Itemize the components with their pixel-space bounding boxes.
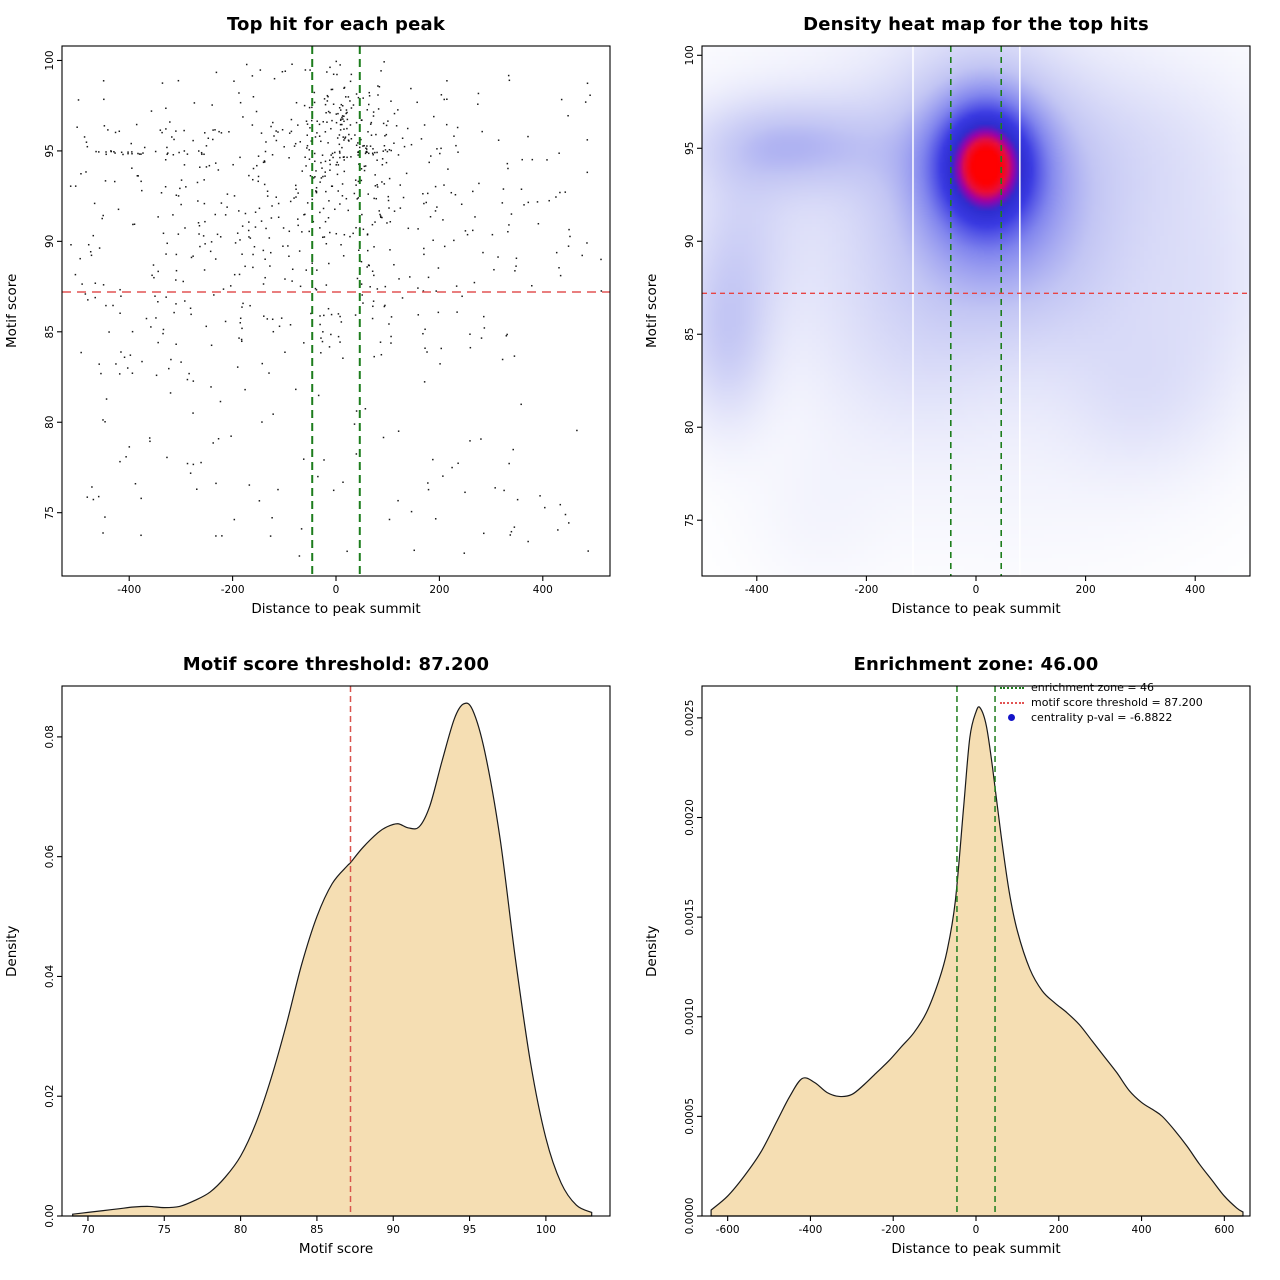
scatter-x-axis-label: Distance to peak summit	[251, 601, 421, 617]
motif-score-density-canvas	[0, 640, 640, 1280]
motif-score-density-x-axis-label: Motif score	[298, 1241, 374, 1257]
distance-density-y-axis-label: Density	[644, 925, 660, 977]
distance-density-canvas	[640, 640, 1280, 1280]
heatmap-x-axis-label: Distance to peak summit	[891, 601, 1061, 617]
legend-label: centrality p-val = -6.8822	[1031, 711, 1173, 724]
heatmap-canvas	[640, 0, 1280, 640]
legend-item-motif-threshold: motif score threshold = 87.200	[1000, 695, 1203, 710]
motif-score-density-y-axis-label: Density	[4, 925, 20, 977]
scatter-canvas	[0, 0, 640, 640]
heatmap-title: Density heat map for the top hits	[803, 14, 1149, 35]
panel-density-heatmap: Density heat map for the top hits Distan…	[640, 0, 1280, 640]
heatmap-y-axis-label: Motif score	[644, 273, 660, 349]
legend-item-enrichment-zone: enrichment zone = 46	[1000, 680, 1203, 695]
scatter-title: Top hit for each peak	[226, 14, 446, 35]
legend-label: motif score threshold = 87.200	[1031, 696, 1203, 709]
motif-threshold-line-swatch	[1000, 701, 1024, 704]
legend-label: enrichment zone = 46	[1031, 681, 1155, 694]
enrichment-zone-line-swatch	[1000, 686, 1024, 689]
panel-motif-score-density: Motif score threshold: 87.200 Motif scor…	[0, 640, 640, 1280]
centrality-pval-dot-swatch	[1008, 714, 1015, 721]
plot-legend: enrichment zone = 46 motif score thresho…	[1000, 680, 1203, 725]
distance-density-title: Enrichment zone: 46.00	[853, 654, 1099, 675]
motif-score-density-title: Motif score threshold: 87.200	[182, 654, 490, 675]
panel-distance-density: Enrichment zone: 46.00 Distance to peak …	[640, 640, 1280, 1280]
legend-item-centrality-pval: centrality p-val = -6.8822	[1000, 710, 1203, 725]
panel-top-hits-scatter: Top hit for each peak Distance to peak s…	[0, 0, 640, 640]
distance-density-x-axis-label: Distance to peak summit	[891, 1241, 1061, 1257]
scatter-y-axis-label: Motif score	[4, 273, 20, 349]
